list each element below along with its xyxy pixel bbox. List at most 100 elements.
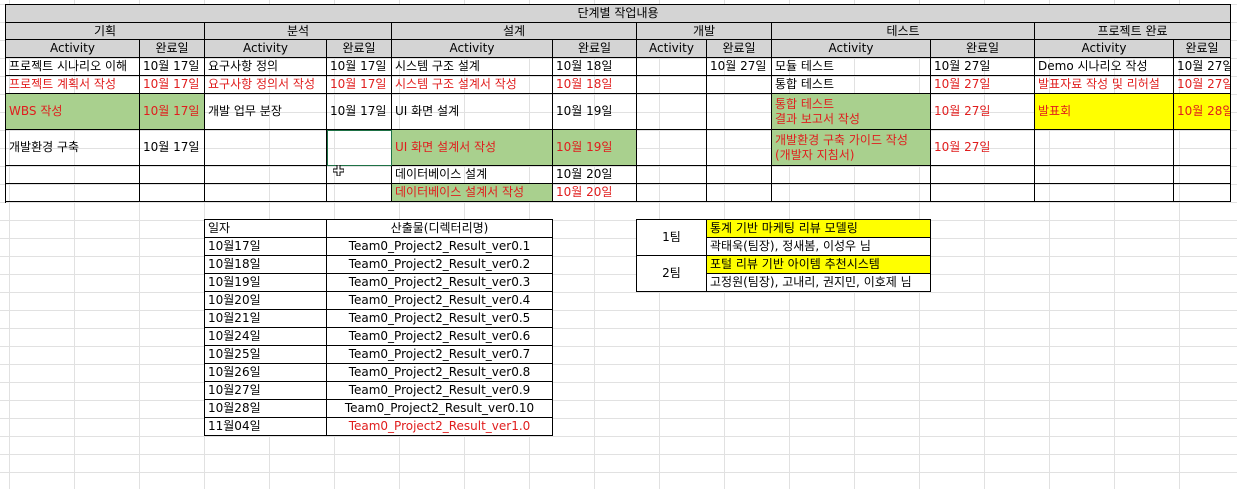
done-date-cell[interactable]: 10월 17일 xyxy=(327,94,392,130)
done-date-cell[interactable] xyxy=(1174,166,1231,184)
phase-header[interactable]: 프로젝트 완료 xyxy=(1035,23,1231,40)
done-date-cell[interactable] xyxy=(707,76,772,94)
team-members-cell[interactable]: 곽태욱(팀장), 정새봄, 이성우 님 xyxy=(707,238,931,256)
done-date-cell[interactable] xyxy=(327,166,392,184)
done-date-cell[interactable]: 10월 20일 xyxy=(553,184,637,202)
output-name-cell[interactable]: Team0_Project2_Result_ver0.5 xyxy=(327,310,553,328)
activity-cell[interactable]: 발표회 xyxy=(1035,94,1174,130)
activity-cell[interactable] xyxy=(772,184,931,202)
output-date-cell[interactable]: 10월19일 xyxy=(205,274,327,292)
team-topic-cell[interactable]: 통계 기반 마케팅 리뷰 모델링 xyxy=(707,220,931,238)
done-date-cell[interactable] xyxy=(707,184,772,202)
done-date-cell[interactable] xyxy=(327,130,392,166)
activity-cell[interactable]: 요구사항 정의서 작성 xyxy=(205,76,327,94)
activity-cell[interactable]: 발표자료 작성 및 리허설 xyxy=(1035,76,1174,94)
output-date-cell[interactable]: 11월04일 xyxy=(205,418,327,436)
activity-cell[interactable] xyxy=(1035,184,1174,202)
output-name-cell[interactable]: Team0_Project2_Result_ver0.2 xyxy=(327,256,553,274)
activity-cell[interactable] xyxy=(772,166,931,184)
done-date-cell[interactable]: 10월 28일 xyxy=(1174,94,1231,130)
activity-cell[interactable] xyxy=(205,166,327,184)
done-date-cell[interactable] xyxy=(327,184,392,202)
done-date-cell[interactable] xyxy=(931,166,1035,184)
done-date-cell[interactable] xyxy=(140,166,205,184)
column-header-done[interactable]: 완료일 xyxy=(553,40,637,58)
activity-cell[interactable]: 통합 테스트 xyxy=(772,76,931,94)
output-name-cell[interactable]: Team0_Project2_Result_ver0.6 xyxy=(327,328,553,346)
column-header-activity[interactable]: Activity xyxy=(6,40,140,58)
output-name-cell[interactable]: Team0_Project2_Result_ver0.1 xyxy=(327,238,553,256)
schedule-title[interactable]: 단계별 작업내용 xyxy=(6,5,1231,23)
done-date-cell[interactable] xyxy=(707,130,772,166)
done-date-cell[interactable] xyxy=(707,94,772,130)
activity-cell[interactable]: 데이터베이스 설계 xyxy=(392,166,553,184)
phase-header[interactable]: 개발 xyxy=(637,23,772,40)
activity-cell[interactable]: 통합 테스트 결과 보고서 작성 xyxy=(772,94,931,130)
activity-cell[interactable] xyxy=(6,184,140,202)
output-name-cell[interactable]: Team0_Project2_Result_ver1.0 xyxy=(327,418,553,436)
output-date-cell[interactable]: 10월27일 xyxy=(205,382,327,400)
column-header-activity[interactable]: Activity xyxy=(205,40,327,58)
activity-cell[interactable] xyxy=(1035,166,1174,184)
column-header-activity[interactable]: Activity xyxy=(1035,40,1174,58)
output-date-cell[interactable]: 10월17일 xyxy=(205,238,327,256)
output-name-cell[interactable]: Team0_Project2_Result_ver0.4 xyxy=(327,292,553,310)
phase-header[interactable]: 테스트 xyxy=(772,23,1035,40)
phase-header[interactable]: 설계 xyxy=(392,23,637,40)
activity-cell[interactable] xyxy=(637,94,707,130)
team-label-cell[interactable]: 1팀 xyxy=(637,220,707,256)
column-header-done[interactable]: 완료일 xyxy=(1174,40,1231,58)
output-name-cell[interactable]: Team0_Project2_Result_ver0.10 xyxy=(327,400,553,418)
phase-header[interactable]: 기획 xyxy=(6,23,205,40)
done-date-cell[interactable]: 10월 17일 xyxy=(327,76,392,94)
activity-cell[interactable] xyxy=(637,76,707,94)
column-header-activity[interactable]: Activity xyxy=(392,40,553,58)
done-date-cell[interactable] xyxy=(1174,184,1231,202)
done-date-cell[interactable]: 10월 17일 xyxy=(327,58,392,76)
done-date-cell[interactable]: 10월 27일 xyxy=(931,94,1035,130)
activity-cell[interactable]: 데이터베이스 설계서 작성 xyxy=(392,184,553,202)
output-date-cell[interactable]: 10월21일 xyxy=(205,310,327,328)
activity-cell[interactable]: 개발환경 구축 xyxy=(6,130,140,166)
activity-cell[interactable]: Demo 시나리오 작성 xyxy=(1035,58,1174,76)
output-name-cell[interactable]: Team0_Project2_Result_ver0.8 xyxy=(327,364,553,382)
activity-cell[interactable]: 시스템 구조 설계서 작성 xyxy=(392,76,553,94)
done-date-cell[interactable] xyxy=(1174,130,1231,166)
activity-cell[interactable] xyxy=(205,184,327,202)
done-date-cell[interactable] xyxy=(707,166,772,184)
output-date-cell[interactable]: 10월26일 xyxy=(205,364,327,382)
done-date-cell[interactable]: 10월 18일 xyxy=(553,58,637,76)
activity-cell[interactable]: UI 화면 설계 xyxy=(392,94,553,130)
activity-cell[interactable]: 개발 업무 분장 xyxy=(205,94,327,130)
activity-cell[interactable] xyxy=(637,184,707,202)
outputs-header-date[interactable]: 일자 xyxy=(205,220,327,238)
done-date-cell[interactable] xyxy=(931,184,1035,202)
done-date-cell[interactable]: 10월 19일 xyxy=(553,130,637,166)
done-date-cell[interactable] xyxy=(140,184,205,202)
done-date-cell[interactable]: 10월 27일 xyxy=(1174,58,1231,76)
column-header-activity[interactable]: Activity xyxy=(772,40,931,58)
done-date-cell[interactable]: 10월 17일 xyxy=(140,130,205,166)
output-date-cell[interactable]: 10월20일 xyxy=(205,292,327,310)
output-date-cell[interactable]: 10월24일 xyxy=(205,328,327,346)
activity-cell[interactable] xyxy=(637,58,707,76)
done-date-cell[interactable]: 10월 17일 xyxy=(140,76,205,94)
column-header-done[interactable]: 완료일 xyxy=(707,40,772,58)
done-date-cell[interactable]: 10월 27일 xyxy=(1174,76,1231,94)
activity-cell[interactable]: 모듈 테스트 xyxy=(772,58,931,76)
output-name-cell[interactable]: Team0_Project2_Result_ver0.9 xyxy=(327,382,553,400)
outputs-header-name[interactable]: 산출물(디렉터리명) xyxy=(327,220,553,238)
column-header-done[interactable]: 완료일 xyxy=(931,40,1035,58)
done-date-cell[interactable]: 10월 17일 xyxy=(140,94,205,130)
activity-cell[interactable] xyxy=(637,130,707,166)
done-date-cell[interactable]: 10월 27일 xyxy=(931,58,1035,76)
done-date-cell[interactable]: 10월 17일 xyxy=(140,58,205,76)
team-members-cell[interactable]: 고정원(팀장), 고내리, 권지민, 이호제 님 xyxy=(707,274,931,292)
activity-cell[interactable]: 시스템 구조 설계 xyxy=(392,58,553,76)
activity-cell[interactable] xyxy=(6,166,140,184)
done-date-cell[interactable]: 10월 27일 xyxy=(931,76,1035,94)
output-date-cell[interactable]: 10월28일 xyxy=(205,400,327,418)
output-date-cell[interactable]: 10월25일 xyxy=(205,346,327,364)
phase-header[interactable]: 분석 xyxy=(205,23,392,40)
output-name-cell[interactable]: Team0_Project2_Result_ver0.7 xyxy=(327,346,553,364)
